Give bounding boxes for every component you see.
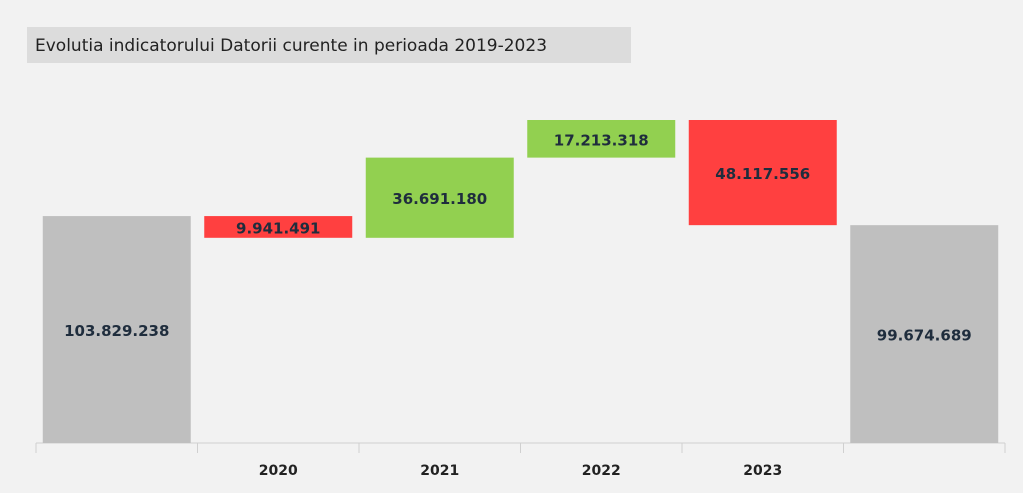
data-label: 99.674.689 xyxy=(877,327,972,345)
x-tick-label: 2022 xyxy=(582,463,621,479)
data-label: 9.941.491 xyxy=(236,219,320,237)
data-label: 36.691.180 xyxy=(392,190,487,208)
bar xyxy=(42,216,191,443)
x-tick-label: 2021 xyxy=(420,463,459,479)
bar xyxy=(688,120,837,226)
data-label: 48.117.556 xyxy=(715,165,810,183)
title-box xyxy=(27,27,631,63)
bar xyxy=(204,216,353,238)
bar xyxy=(850,225,999,443)
data-label: 17.213.318 xyxy=(554,131,649,149)
bar xyxy=(527,120,676,158)
x-tick-label: 2023 xyxy=(743,463,782,479)
data-label: 103.829.238 xyxy=(64,322,169,340)
x-tick-label: 2020 xyxy=(259,463,298,479)
bar xyxy=(365,157,514,238)
chart-title: Evolutia indicatorului Datorii curente i… xyxy=(35,36,547,56)
